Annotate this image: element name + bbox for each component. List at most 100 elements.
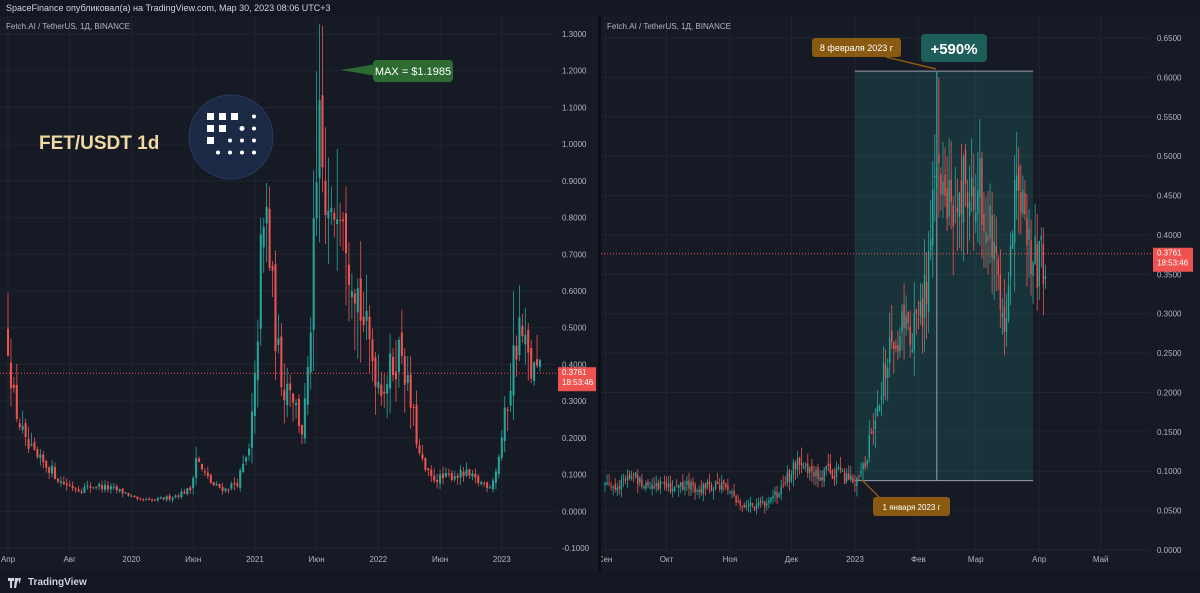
candle-body — [283, 389, 286, 401]
candle-body — [497, 456, 500, 474]
candle-body — [780, 486, 782, 495]
candle-body — [89, 486, 92, 488]
pane-divider[interactable] — [598, 16, 601, 571]
right-countdown: 18:53:46 — [1157, 259, 1189, 268]
candle-body — [856, 477, 858, 487]
candle-body — [923, 274, 926, 318]
candle-body — [83, 486, 86, 493]
right-chart-canvas[interactable]: 0.6500 0.6000 0.5500 0.5000 0.4500 0.4000 0.35… — [601, 16, 1200, 571]
candle-body — [300, 424, 303, 435]
candle-body — [145, 499, 148, 501]
tradingview-brand: TradingView — [28, 577, 87, 588]
candle-body — [365, 310, 368, 321]
candle-body — [958, 192, 961, 217]
left-chart-pane[interactable]: 1.3000 1.2000 1.1000 1.0000 0.9000 0.8000 0.70… — [0, 16, 598, 571]
candle-body — [614, 483, 616, 490]
candle-body — [295, 403, 298, 406]
candle-body — [669, 482, 672, 492]
candle-body — [823, 469, 825, 482]
candle-body — [987, 236, 989, 241]
candle-body — [749, 502, 752, 507]
candle-body — [850, 475, 852, 480]
candle-body — [233, 482, 236, 485]
candle-body — [430, 469, 433, 476]
candle-body — [800, 463, 803, 467]
candle-body — [903, 304, 905, 328]
candle-body — [224, 488, 227, 491]
x-tick-label: Сен — [601, 555, 612, 564]
candle-body — [901, 311, 903, 333]
candle-body — [927, 250, 930, 313]
candle-body — [45, 461, 48, 468]
candle-body — [389, 353, 392, 389]
candle-body — [667, 483, 670, 487]
candle-body — [721, 482, 723, 491]
candle-body — [489, 487, 492, 489]
candle-body — [772, 495, 774, 499]
y-tick-label: 0.0000 — [562, 507, 587, 516]
max-label: MAX = $1.1985 — [375, 66, 451, 78]
tradingview-logo[interactable]: TradingView — [8, 577, 87, 588]
x-tick-label: Дек — [785, 555, 799, 564]
right-last-price-tag: 0.3761 18:53:46 — [1153, 247, 1193, 272]
candle-body — [400, 332, 403, 357]
candle-body — [245, 457, 248, 462]
candle-body — [884, 365, 887, 379]
y-tick-label: 0.7000 — [562, 250, 587, 259]
y-tick-label: 0.6000 — [562, 287, 587, 296]
candle-body — [706, 481, 709, 488]
candle-body — [936, 165, 938, 190]
candle-body — [915, 309, 918, 314]
candle-body — [618, 486, 621, 489]
y-tick-label: 0.0500 — [1157, 507, 1182, 516]
left-chart-canvas[interactable]: 1.3000 1.2000 1.1000 1.0000 0.9000 0.8000 0.70… — [0, 16, 598, 571]
candle-body — [353, 293, 356, 304]
candle-body — [882, 362, 885, 397]
candle-body — [628, 473, 631, 479]
candle-body — [680, 482, 682, 487]
candle-body — [940, 173, 942, 195]
candle-body — [271, 266, 274, 271]
candle-body — [880, 395, 883, 400]
left-price-axis: 1.3000 1.2000 1.1000 1.0000 0.9000 0.8000 0.70… — [562, 30, 590, 553]
candle-body — [268, 208, 271, 268]
candle-body — [700, 488, 702, 493]
candle-body — [739, 501, 741, 506]
candle-body — [972, 187, 975, 211]
candle-body — [794, 463, 797, 469]
candle-body — [872, 430, 875, 434]
candle-body — [444, 473, 447, 477]
publisher-header: SpaceFinance опубликовал(а) на TradingVi… — [0, 0, 1200, 16]
candle-body — [142, 499, 145, 501]
candle-body — [671, 488, 674, 492]
candle-body — [203, 471, 206, 473]
left-candles — [6, 24, 542, 503]
candle-body — [339, 219, 342, 221]
candle-body — [975, 212, 977, 223]
x-tick-label: Мар — [968, 555, 984, 564]
candle-body — [74, 488, 77, 490]
candle-body — [174, 495, 177, 498]
y-tick-label: 0.4500 — [1157, 192, 1182, 201]
candle-body — [321, 95, 324, 168]
candle-body — [512, 345, 515, 396]
candle-body — [755, 504, 758, 509]
candle-body — [778, 493, 780, 497]
candle-body — [950, 179, 952, 203]
candle-body — [56, 479, 59, 482]
candle-body — [59, 481, 62, 483]
right-symbol-label: Fetch.AI / TetherUS, 1Д, BINANCE — [607, 22, 731, 31]
y-tick-label: 0.2500 — [1157, 349, 1182, 358]
x-tick-label: Окт — [660, 555, 674, 564]
y-tick-label: 0.1000 — [562, 471, 587, 480]
right-chart-pane[interactable]: 0.6500 0.6000 0.5500 0.5000 0.4500 0.4000 0.35… — [601, 16, 1200, 571]
candle-body — [770, 497, 772, 502]
candle-body — [929, 238, 932, 251]
candle-body — [745, 505, 748, 507]
candle-body — [737, 500, 739, 503]
candle-body — [635, 472, 637, 478]
candle-body — [30, 444, 33, 446]
candle-body — [948, 180, 950, 216]
candle-body — [979, 158, 981, 198]
x-tick-label: Авг — [63, 555, 76, 564]
